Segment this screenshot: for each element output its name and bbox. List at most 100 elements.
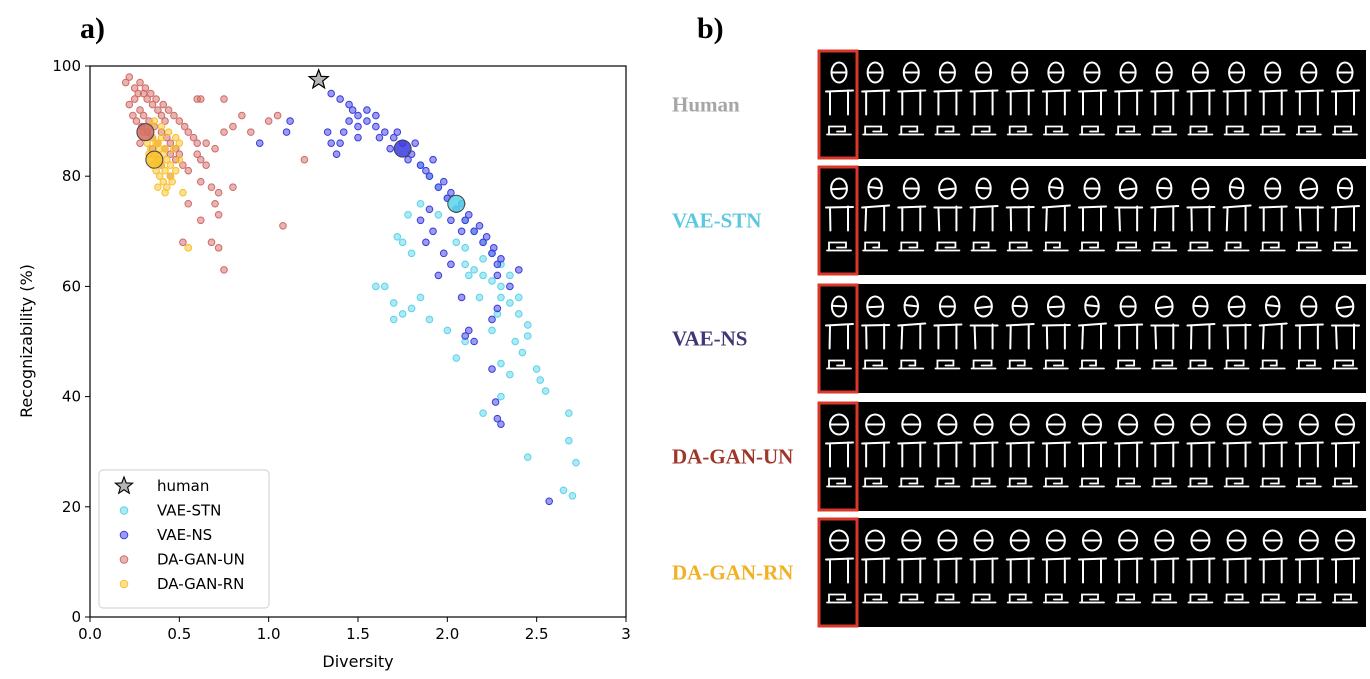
means-layer xyxy=(136,68,466,213)
data-point xyxy=(372,282,380,291)
data-point xyxy=(166,139,175,147)
glyph-stroke xyxy=(862,241,889,252)
x-tick-label: 0.0 xyxy=(78,625,102,643)
glyph-stroke xyxy=(1041,323,1071,350)
glyph-stroke xyxy=(1079,477,1105,488)
glyph-stroke xyxy=(1041,89,1071,116)
sample-row: VAE-STN xyxy=(672,165,1366,276)
glyph-stroke xyxy=(970,477,997,488)
glyph-stroke xyxy=(1229,305,1245,309)
glyph-stroke xyxy=(1151,477,1178,488)
glyph-stroke xyxy=(934,241,961,252)
glyph-stroke xyxy=(1186,89,1216,116)
glyph-stroke xyxy=(831,304,847,308)
glyph-oval xyxy=(1227,295,1246,318)
data-point xyxy=(332,150,341,158)
data-point xyxy=(196,177,205,186)
data-point xyxy=(422,238,430,247)
data-point xyxy=(336,139,344,147)
glyph-stroke xyxy=(1258,441,1288,468)
glyph-stroke xyxy=(898,125,925,136)
sample-row: Human xyxy=(672,49,1366,160)
data-point xyxy=(164,128,173,136)
glyph-stroke xyxy=(831,187,847,191)
glyph-stroke xyxy=(898,359,925,370)
glyph-oval xyxy=(1191,177,1210,200)
data-point xyxy=(523,332,532,340)
data-point xyxy=(207,238,216,247)
data-point xyxy=(464,271,473,280)
y-tick-label: 20 xyxy=(62,498,81,516)
glyph-stroke xyxy=(1078,441,1107,468)
glyph-stroke xyxy=(1041,557,1071,584)
data-point xyxy=(323,128,332,136)
glyph-stroke xyxy=(1187,477,1214,488)
data-point xyxy=(157,133,166,142)
glyph-stroke xyxy=(1192,187,1208,191)
glyph-stroke xyxy=(1337,186,1353,190)
data-point xyxy=(168,177,176,186)
data-point xyxy=(166,150,175,158)
data-point xyxy=(447,216,455,225)
glyph-stroke xyxy=(1259,125,1286,136)
data-point xyxy=(161,188,169,197)
glyph-stroke xyxy=(1006,125,1033,136)
sample-row: DA-GAN-RN xyxy=(672,517,1366,628)
glyph-stroke xyxy=(933,557,963,584)
glyph-stroke xyxy=(1079,125,1105,136)
data-point xyxy=(184,244,193,252)
data-point xyxy=(247,128,255,136)
glyph-stroke xyxy=(1222,323,1252,350)
data-point xyxy=(434,210,443,219)
panel-a-label: a) xyxy=(80,12,105,45)
data-point xyxy=(497,255,505,263)
glyph-stroke xyxy=(1042,125,1069,136)
data-point xyxy=(488,315,496,324)
glyph-stroke xyxy=(969,89,999,116)
data-point xyxy=(170,111,178,120)
data-point xyxy=(345,100,353,109)
glyph-stroke xyxy=(1331,557,1360,584)
data-point xyxy=(164,106,173,114)
glyph-stroke xyxy=(825,557,854,584)
data-point xyxy=(398,310,407,318)
data-point xyxy=(386,144,394,153)
glyph-stroke xyxy=(1295,241,1322,252)
legend-marker xyxy=(119,530,129,540)
mean-marker xyxy=(393,139,412,158)
glyph-stroke xyxy=(1012,187,1028,191)
data-point xyxy=(154,106,162,114)
glyph-stroke xyxy=(1078,322,1107,350)
glyph-stroke xyxy=(1114,89,1144,116)
data-point xyxy=(207,183,216,192)
reference-highlight-box xyxy=(817,517,859,628)
data-point xyxy=(196,155,205,164)
glyph-stroke xyxy=(1005,89,1035,116)
glyph-stroke xyxy=(1258,557,1288,584)
data-point xyxy=(238,111,246,120)
data-point xyxy=(163,155,171,164)
data-point xyxy=(479,255,487,263)
glyph-stroke xyxy=(826,125,852,136)
glyph-stroke xyxy=(1187,241,1214,252)
data-point xyxy=(152,95,160,103)
glyph-stroke xyxy=(1222,204,1252,232)
glyph-oval xyxy=(830,177,848,200)
data-point xyxy=(170,144,178,153)
glyph-stroke xyxy=(1259,477,1286,488)
data-point xyxy=(184,199,193,208)
sample-strip xyxy=(818,50,1366,159)
glyph-stroke xyxy=(1156,186,1172,190)
data-point xyxy=(196,216,205,225)
glyph-stroke xyxy=(1079,593,1105,604)
data-point xyxy=(161,117,169,125)
data-point xyxy=(407,249,416,258)
glyph-oval xyxy=(938,177,957,200)
x-tick-label: 0.5 xyxy=(167,625,191,643)
glyph-stroke xyxy=(1295,477,1322,488)
glyph-oval xyxy=(1154,295,1174,318)
glyph-stroke xyxy=(1012,304,1028,308)
data-point xyxy=(482,233,491,241)
glyph-stroke xyxy=(1006,593,1033,604)
x-tick-label: 2.0 xyxy=(435,625,459,643)
